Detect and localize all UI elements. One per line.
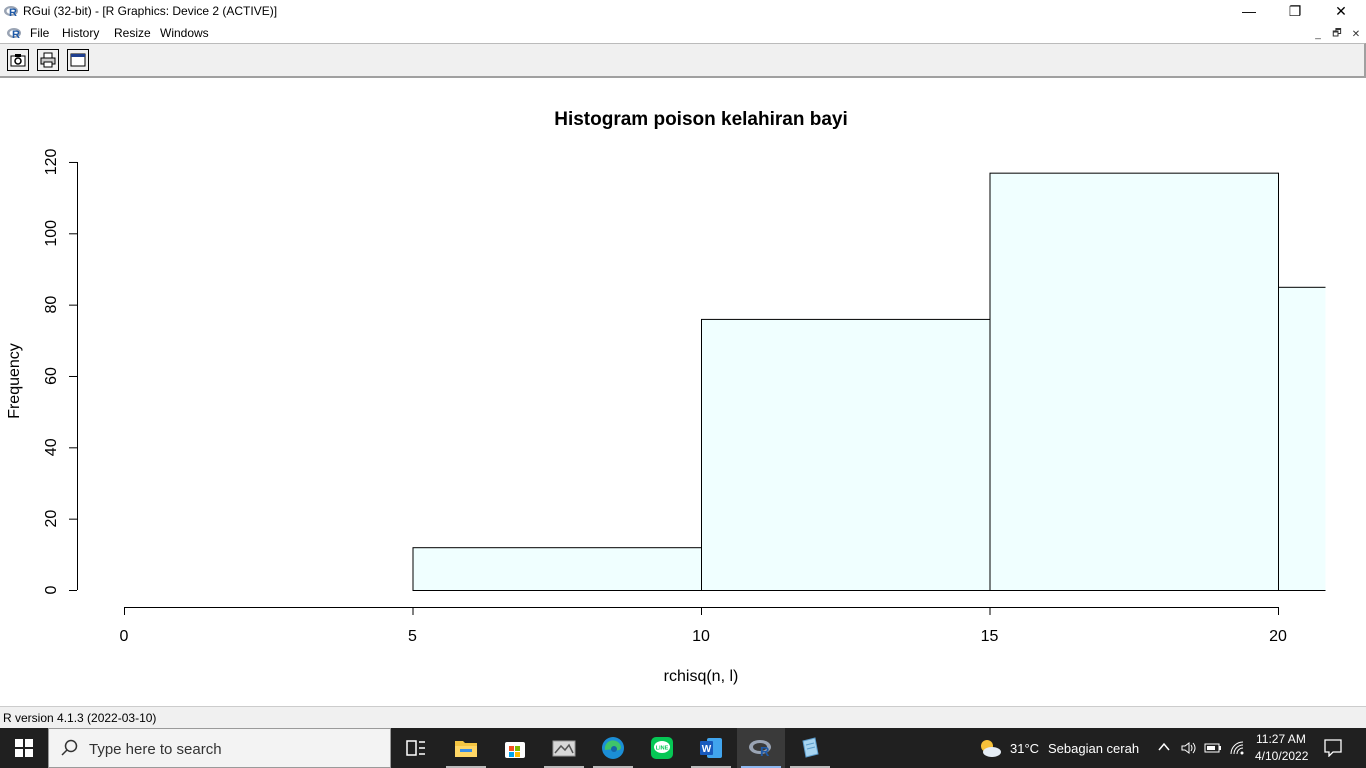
- status-bar: R version 4.1.3 (2022-03-10): [0, 706, 1366, 729]
- camera-icon: [10, 54, 26, 67]
- y-tick-label: 20: [43, 510, 60, 528]
- histogram-bar: [701, 318, 991, 592]
- r-gui-icon: R: [749, 740, 771, 758]
- task-view-button[interactable]: [392, 728, 440, 768]
- mdi-minimize-button[interactable]: _: [1315, 28, 1321, 40]
- histogram-bar: [989, 172, 1279, 591]
- line-icon: LINE: [651, 737, 673, 759]
- menu-file[interactable]: File: [30, 26, 50, 40]
- print-button[interactable]: [37, 49, 59, 71]
- menu-bar: R File History Resize Windows: [0, 22, 1366, 43]
- svg-text:LINE: LINE: [656, 746, 669, 752]
- line-button[interactable]: LINE: [638, 728, 686, 768]
- window-icon: [70, 53, 86, 67]
- minimize-button[interactable]: —: [1242, 3, 1256, 19]
- svg-text:R: R: [9, 7, 17, 19]
- notification-icon[interactable]: [1324, 739, 1342, 757]
- notepad-icon: [802, 737, 819, 758]
- clock-date[interactable]: 4/10/2022: [1255, 749, 1309, 763]
- notepad-button[interactable]: [786, 728, 834, 768]
- y-tick-label: 120: [43, 149, 60, 176]
- console-focus-button[interactable]: [67, 49, 89, 71]
- x-tick-label: 5: [408, 628, 417, 645]
- svg-text:R: R: [760, 744, 770, 758]
- mdi-close-button[interactable]: ✕: [1351, 28, 1361, 40]
- histogram-bar: [412, 547, 702, 592]
- search-placeholder: Type here to search: [89, 741, 222, 758]
- copy-clipboard-button[interactable]: [7, 49, 29, 71]
- histogram-bar: [1278, 286, 1326, 591]
- file-explorer-icon: [455, 741, 477, 757]
- graphics-device: Histogram poison kelahiran bayi 0 5 10 15 20…: [0, 78, 1366, 706]
- chevron-up-icon[interactable]: [1158, 742, 1170, 752]
- r-logo-icon[interactable]: R: [7, 25, 23, 41]
- file-explorer-button[interactable]: [442, 728, 490, 768]
- r-gui-button[interactable]: R: [737, 728, 785, 768]
- window-title: RGui (32-bit) - [R Graphics: Device 2 (A…: [23, 4, 278, 18]
- close-button[interactable]: ✕: [1335, 2, 1347, 19]
- start-button[interactable]: [0, 728, 48, 768]
- weather-icon[interactable]: [978, 738, 1002, 758]
- y-tick-label: 40: [43, 438, 60, 456]
- svg-text:W: W: [702, 744, 712, 755]
- menu-windows[interactable]: Windows: [160, 26, 209, 40]
- clock-time[interactable]: 11:27 AM: [1256, 732, 1306, 746]
- taskbar-search-box[interactable]: Type here to search: [48, 728, 391, 768]
- menu-history[interactable]: History: [62, 26, 100, 40]
- photos-icon: [552, 740, 576, 757]
- toolbar: [0, 43, 1366, 78]
- battery-icon[interactable]: [1204, 741, 1222, 755]
- weather-temp[interactable]: 31°C: [1010, 741, 1040, 756]
- y-tick-label: 60: [43, 367, 60, 385]
- windows-logo-icon: [15, 739, 33, 757]
- menu-resize[interactable]: Resize: [114, 26, 151, 40]
- y-tick-label: 80: [43, 296, 60, 314]
- weather-description[interactable]: Sebagian cerah: [1048, 741, 1140, 756]
- restore-button[interactable]: ❐: [1288, 2, 1302, 19]
- printer-icon: [40, 52, 56, 68]
- y-axis-label: Frequency: [6, 343, 23, 419]
- chart-title: Histogram poison kelahiran bayi: [554, 109, 848, 130]
- task-view-icon: [406, 740, 425, 756]
- status-text: R version 4.1.3 (2022-03-10): [3, 711, 157, 725]
- mdi-restore-button[interactable]: 🗗: [1332, 27, 1342, 39]
- histogram-chart: Histogram poison kelahiran bayi 0 5 10 15 20…: [6, 109, 1326, 685]
- edge-icon: [602, 737, 624, 759]
- svg-text:R: R: [12, 29, 20, 41]
- wifi-icon[interactable]: [1229, 740, 1247, 756]
- word-button[interactable]: W: [687, 728, 735, 768]
- r-logo-icon: R: [4, 6, 18, 19]
- y-tick-label: 100: [43, 220, 60, 247]
- y-tick-label: 0: [43, 585, 60, 594]
- photos-button[interactable]: [540, 728, 588, 768]
- x-tick-label: 0: [120, 628, 129, 645]
- microsoft-store-button[interactable]: [491, 728, 539, 768]
- x-tick-label: 20: [1269, 628, 1287, 645]
- word-icon: W: [700, 738, 722, 758]
- microsoft-store-icon: [505, 742, 525, 758]
- x-tick-label: 15: [981, 628, 999, 645]
- search-icon: [61, 739, 78, 756]
- x-axis-label: rchisq(n, l): [664, 668, 739, 685]
- title-bar: R RGui (32-bit) - [R Graphics: Device 2 …: [0, 0, 1366, 22]
- edge-button[interactable]: [589, 728, 637, 768]
- taskbar: Type here to search: [0, 728, 1366, 768]
- x-tick-label: 10: [692, 628, 710, 645]
- speaker-icon[interactable]: [1180, 740, 1196, 756]
